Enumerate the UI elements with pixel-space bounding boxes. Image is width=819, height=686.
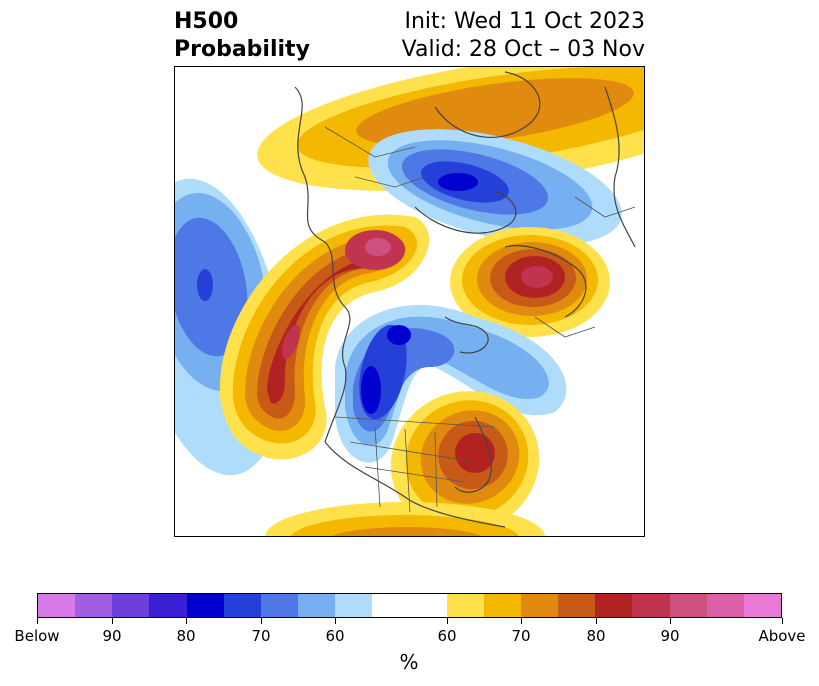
anomaly-below-central-trough <box>335 305 567 463</box>
anomaly-above-southern-us <box>265 502 545 536</box>
colorbar-segment <box>260 594 299 617</box>
valid-period: Valid: 28 Oct – 03 Nov <box>401 37 645 62</box>
colorbar-tick <box>112 618 113 624</box>
colorbar <box>37 593 782 618</box>
colorbar-segment <box>632 594 670 617</box>
coastlines <box>294 71 636 528</box>
probability-map <box>174 66 645 537</box>
title-product: Probability <box>174 37 310 62</box>
colorbar-tick-label: 60 <box>325 627 345 645</box>
colorbar-tick <box>670 618 671 624</box>
init-time: Init: Wed 11 Oct 2023 <box>404 9 645 34</box>
title-right: Init: Wed 11 Oct 2023 Valid: 28 Oct – 03… <box>402 8 645 64</box>
colorbar-tick <box>447 618 448 624</box>
colorbar-tick-label: Above <box>758 627 806 645</box>
anomaly-below-arctic <box>368 129 622 245</box>
colorbar-tick-label: 90 <box>102 627 122 645</box>
colorbar-tick-label: 90 <box>660 627 680 645</box>
anomaly-above-western-ridge <box>219 214 430 460</box>
title-left: H500 Probability <box>174 8 310 64</box>
colorbar-unit-label: % <box>399 650 419 674</box>
colorbar-segment <box>706 594 744 617</box>
political-borders <box>324 126 636 513</box>
colorbar-segment <box>112 594 150 617</box>
colorbar-segment <box>483 594 522 617</box>
colorbar-segment <box>149 594 187 617</box>
colorbar-segment <box>595 594 633 617</box>
colorbar-tick <box>521 618 522 624</box>
colorbar-segment <box>75 594 113 617</box>
colorbar-tick <box>186 618 187 624</box>
colorbar-segment <box>521 594 559 617</box>
colorbar-segment <box>558 594 596 617</box>
colorbar-tick <box>782 618 783 624</box>
colorbar-segment <box>372 594 447 617</box>
colorbar-segment <box>223 594 261 617</box>
colorbar-segment <box>186 594 224 617</box>
colorbar-tick-label: Below <box>14 627 60 645</box>
colorbar-tick <box>261 618 262 624</box>
colorbar-tick-label: 70 <box>511 627 531 645</box>
colorbar-segment <box>446 594 484 617</box>
colorbar-segment <box>335 594 373 617</box>
colorbar-tick-label: 70 <box>251 627 271 645</box>
anomaly-above-europe <box>450 227 610 337</box>
colorbar-tick <box>37 618 38 624</box>
colorbar-tick-label: 60 <box>437 627 457 645</box>
map-canvas <box>175 67 644 536</box>
colorbar-segment <box>743 594 782 617</box>
colorbar-segment <box>298 594 336 617</box>
colorbar-tick <box>335 618 336 624</box>
colorbar-segment <box>669 594 707 617</box>
colorbar-tick-label: 80 <box>176 627 196 645</box>
colorbar-tick-label: 80 <box>586 627 606 645</box>
colorbar-segment <box>38 594 76 617</box>
title-variable: H500 <box>174 9 239 34</box>
colorbar-tick <box>596 618 597 624</box>
